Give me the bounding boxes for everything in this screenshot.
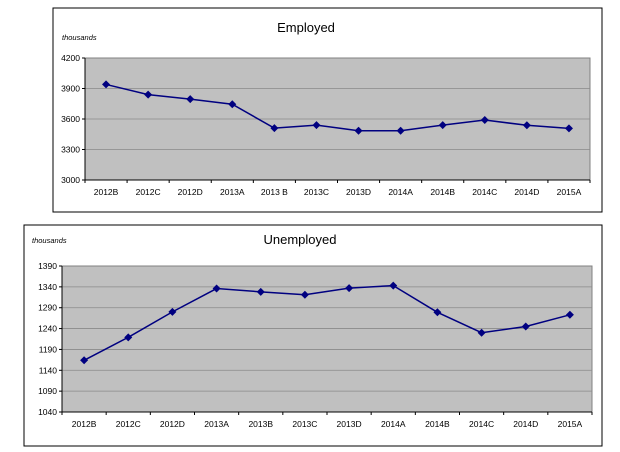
unemployed-data-point: [300, 290, 309, 299]
unemployed-chart-title: Unemployed: [264, 232, 337, 247]
employed-x-tick-label: 2014A: [388, 187, 413, 197]
employed-x-tick-label: 2014D: [514, 187, 539, 197]
employed-y-tick-label: 3600: [61, 114, 80, 124]
unemployed-y-tick-label: 1140: [39, 365, 58, 375]
unemployed-x-tick-label: 2014A: [381, 419, 406, 429]
employed-x-tick-label: 2013C: [304, 187, 329, 197]
employed-data-point: [522, 121, 531, 130]
employed-data-point: [144, 90, 153, 99]
employed-y-tick-label: 3000: [61, 175, 80, 185]
unemployed-data-point: [212, 284, 221, 293]
unemployed-x-tick-label: 2012B: [72, 419, 97, 429]
employed-data-point: [102, 80, 111, 89]
unemployed-x-tick-label: 2012D: [160, 419, 185, 429]
employed-data-point: [564, 124, 573, 133]
unemployed-data-point: [124, 333, 133, 342]
employed-data-point: [270, 124, 279, 133]
employed-x-tick-label: 2013 B: [261, 187, 288, 197]
employed-data-point: [354, 126, 363, 135]
employed-data-point: [228, 100, 237, 109]
unemployed-x-tick-label: 2013A: [204, 419, 229, 429]
employed-data-point: [480, 116, 489, 125]
unemployed-data-point: [565, 310, 574, 319]
employed-x-tick-label: 2014C: [472, 187, 497, 197]
employed-y-tick-label: 4200: [61, 53, 80, 63]
unemployed-data-point: [345, 284, 354, 293]
unemployed-y-tick-label: 1240: [38, 324, 57, 334]
unemployed-data-point: [389, 281, 398, 290]
unemployed-x-tick-label: 2014D: [513, 419, 538, 429]
employed-x-tick-label: 2012B: [94, 187, 119, 197]
employed-data-point: [312, 121, 321, 130]
unemployed-x-tick-label: 2013C: [292, 419, 317, 429]
employed-x-tick-label: 2014B: [430, 187, 455, 197]
employed-data-point: [438, 121, 447, 130]
employed-data-point: [396, 126, 405, 135]
unemployed-x-tick-label: 2014C: [469, 419, 494, 429]
unemployed-plot-area: [61, 265, 593, 413]
unemployed-y-tick-label: 1390: [38, 261, 57, 271]
employed-x-tick-label: 2012C: [136, 187, 161, 197]
unemployed-x-tick-label: 2013B: [248, 419, 273, 429]
employed-x-tick-label: 2013D: [346, 187, 371, 197]
unemployed-data-point: [521, 322, 530, 331]
employed-y-unit: thousands: [62, 33, 97, 42]
unemployed-plot: 1040 1090 1140 1190 1240 1290 1340 1390 2012B 201…: [38, 261, 593, 429]
unemployed-data-point: [477, 328, 486, 337]
unemployed-x-tick-label: 2012C: [116, 419, 141, 429]
unemployed-data-point: [256, 287, 265, 296]
employed-x-tick-label: 2012D: [178, 187, 203, 197]
unemployed-x-tick-label: 2014B: [425, 419, 450, 429]
unemployed-data-point: [168, 307, 177, 316]
unemployed-x-tick-label: 2013D: [337, 419, 362, 429]
unemployed-series-line: [83, 284, 571, 361]
unemployed-y-tick-label: 1090: [38, 386, 57, 396]
unemployed-data-point: [433, 308, 442, 317]
employed-chart-title: Employed: [277, 20, 335, 35]
employed-y-tick-label: 3300: [61, 145, 80, 155]
unemployed-data-point: [80, 356, 89, 365]
employed-plot: 3000 3300 3600 3900 4200 2012B 2012C 2012D 2013A…: [61, 53, 591, 197]
unemployed-y-unit: thousands: [32, 236, 67, 245]
employed-x-tick-label: 2015A: [557, 187, 582, 197]
unemployed-y-tick-label: 1190: [39, 344, 58, 354]
employed-series-line: [105, 83, 570, 132]
unemployed-y-tick-label: 1040: [38, 407, 57, 417]
employed-x-tick-label: 2013A: [220, 187, 245, 197]
unemployed-y-tick-label: 1340: [38, 282, 57, 292]
employed-data-point: [186, 95, 195, 104]
unemployed-y-tick-label: 1290: [38, 303, 57, 313]
employed-y-tick-label: 3900: [61, 84, 80, 94]
unemployed-x-tick-label: 2015A: [558, 419, 583, 429]
